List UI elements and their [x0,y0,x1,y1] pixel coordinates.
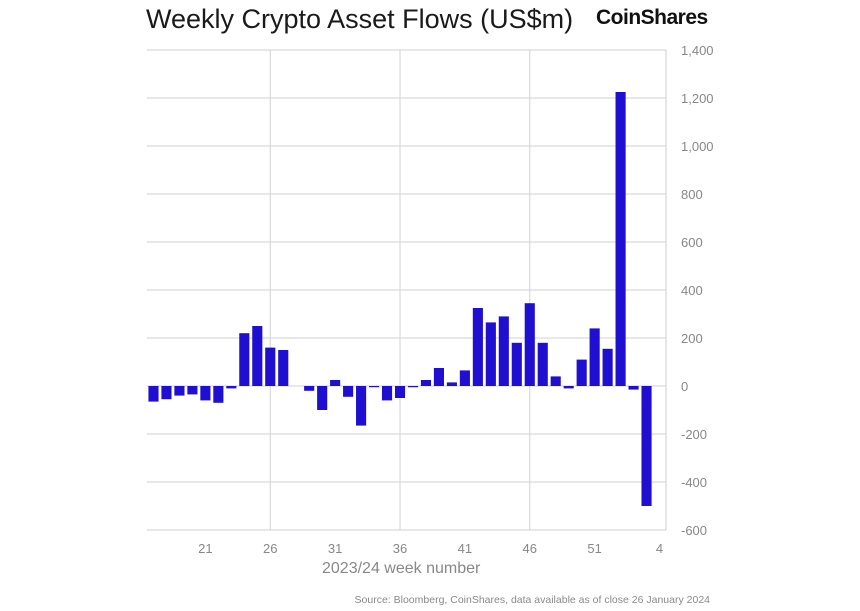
y-tick-label: 200 [681,331,703,346]
bar [369,386,380,388]
bar [252,326,263,386]
bar [615,92,626,386]
bar [420,380,432,386]
bar [407,386,419,388]
bar [498,316,509,386]
bar [641,386,652,506]
bar [239,333,250,386]
source-note: Source: Bloomberg, CoinShares, data avai… [354,594,710,606]
bar [446,382,457,386]
coinshares-logo: CoinShares [596,6,708,29]
bar [472,308,483,386]
bar [356,386,367,426]
bar [187,386,198,395]
x-tick-label: 36 [393,541,407,556]
x-tick-label: 51 [587,541,601,556]
bar [265,347,276,386]
bar [213,386,224,403]
bar [524,303,535,386]
chart-title: Weekly Crypto Asset Flows (US$m) [146,4,574,34]
bar [485,322,496,386]
bar [330,380,341,386]
bar [226,386,237,389]
y-tick-label: -600 [681,523,707,538]
y-tick-label: 1,200 [681,91,714,106]
bar [511,342,522,386]
y-tick-label: 0 [681,379,688,394]
bar [459,370,470,386]
x-tick-label: 21 [198,541,212,556]
x-tick-label: 31 [328,541,342,556]
x-tick-label: 4 [656,541,663,556]
bar [433,368,444,386]
y-tick-label: 400 [681,283,703,298]
y-tick-label: 600 [681,235,703,250]
y-tick-label: 1,000 [681,139,714,154]
bar [537,342,548,386]
bar [148,386,159,402]
bar [550,376,561,386]
y-tick-label: 800 [681,187,703,202]
bar [589,328,600,386]
bar [278,350,289,386]
bar [200,386,211,401]
bar [576,359,587,386]
bar [628,386,639,390]
y-tick-label: -400 [681,475,707,490]
bar [381,386,393,401]
bar [343,386,354,397]
bar [602,348,613,386]
x-tick-label: 41 [458,541,472,556]
y-tick-label: -200 [681,427,707,442]
y-tick-label: 1,400 [681,43,714,58]
bar [317,386,328,410]
x-tick-label: 26 [263,541,277,556]
bar [174,386,185,396]
x-axis-label: 2023/24 week number [322,560,481,577]
bar [161,386,172,400]
bar [563,386,574,389]
bar [304,386,315,391]
x-tick-label: 46 [523,541,537,556]
bar [394,386,406,398]
